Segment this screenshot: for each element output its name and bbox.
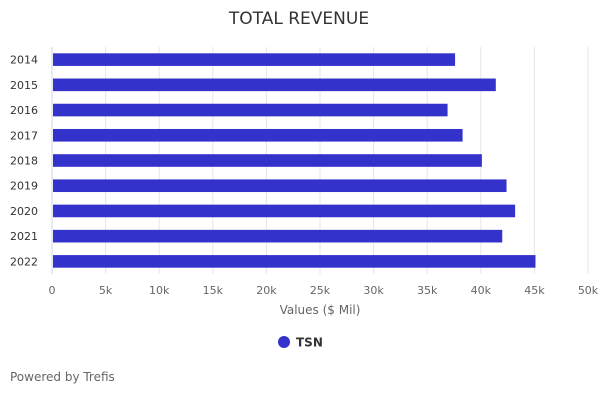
category-labels: 2014 2015 2016 2017 2018 2019 2020 2021 2022 <box>10 54 38 269</box>
x-tick-label: 10k <box>149 284 170 297</box>
legend-label-tsn[interactable]: TSN <box>296 336 323 350</box>
category-label-2017: 2017 <box>10 129 38 142</box>
category-label-2021: 2021 <box>10 230 38 243</box>
x-tick-label: 45k <box>524 284 545 297</box>
x-tick-label: 40k <box>471 284 492 297</box>
x-tick-label: 15k <box>203 284 224 297</box>
bar-2014[interactable] <box>53 53 456 66</box>
bar-2016[interactable] <box>53 103 448 117</box>
x-tick-label: 30k <box>363 284 384 297</box>
category-label-2022: 2022 <box>10 255 38 268</box>
category-label-2019: 2019 <box>10 180 38 193</box>
bar-2020[interactable] <box>53 204 516 218</box>
bar-2019[interactable] <box>53 179 507 193</box>
bars <box>53 53 536 268</box>
x-tick-label: 5k <box>99 284 113 297</box>
bar-2015[interactable] <box>53 78 496 92</box>
category-label-2014: 2014 <box>10 54 38 67</box>
category-label-2015: 2015 <box>10 79 38 92</box>
bar-2018[interactable] <box>53 154 482 167</box>
category-label-2016: 2016 <box>10 104 38 117</box>
chart-title: TOTAL REVENUE <box>228 9 369 29</box>
bar-2021[interactable] <box>53 229 503 243</box>
x-tick-labels: 0 5k 10k 15k 20k 25k 30k 35k 40k 45k 50k <box>49 284 599 297</box>
legend-marker-tsn <box>278 336 290 348</box>
x-tick-label: 25k <box>310 284 331 297</box>
x-tick-label: 50k <box>578 284 599 297</box>
legend[interactable]: TSN <box>278 336 323 350</box>
x-axis-title: Values ($ Mil) <box>280 303 361 317</box>
credit-text[interactable]: Powered by Trefis <box>10 370 115 384</box>
category-label-2020: 2020 <box>10 205 38 218</box>
x-tick-label: 20k <box>256 284 277 297</box>
x-tick-label: 0 <box>49 284 56 297</box>
x-tick-label: 35k <box>417 284 438 297</box>
bar-2017[interactable] <box>53 128 463 142</box>
category-label-2018: 2018 <box>10 155 38 168</box>
bar-2022[interactable] <box>53 255 536 268</box>
